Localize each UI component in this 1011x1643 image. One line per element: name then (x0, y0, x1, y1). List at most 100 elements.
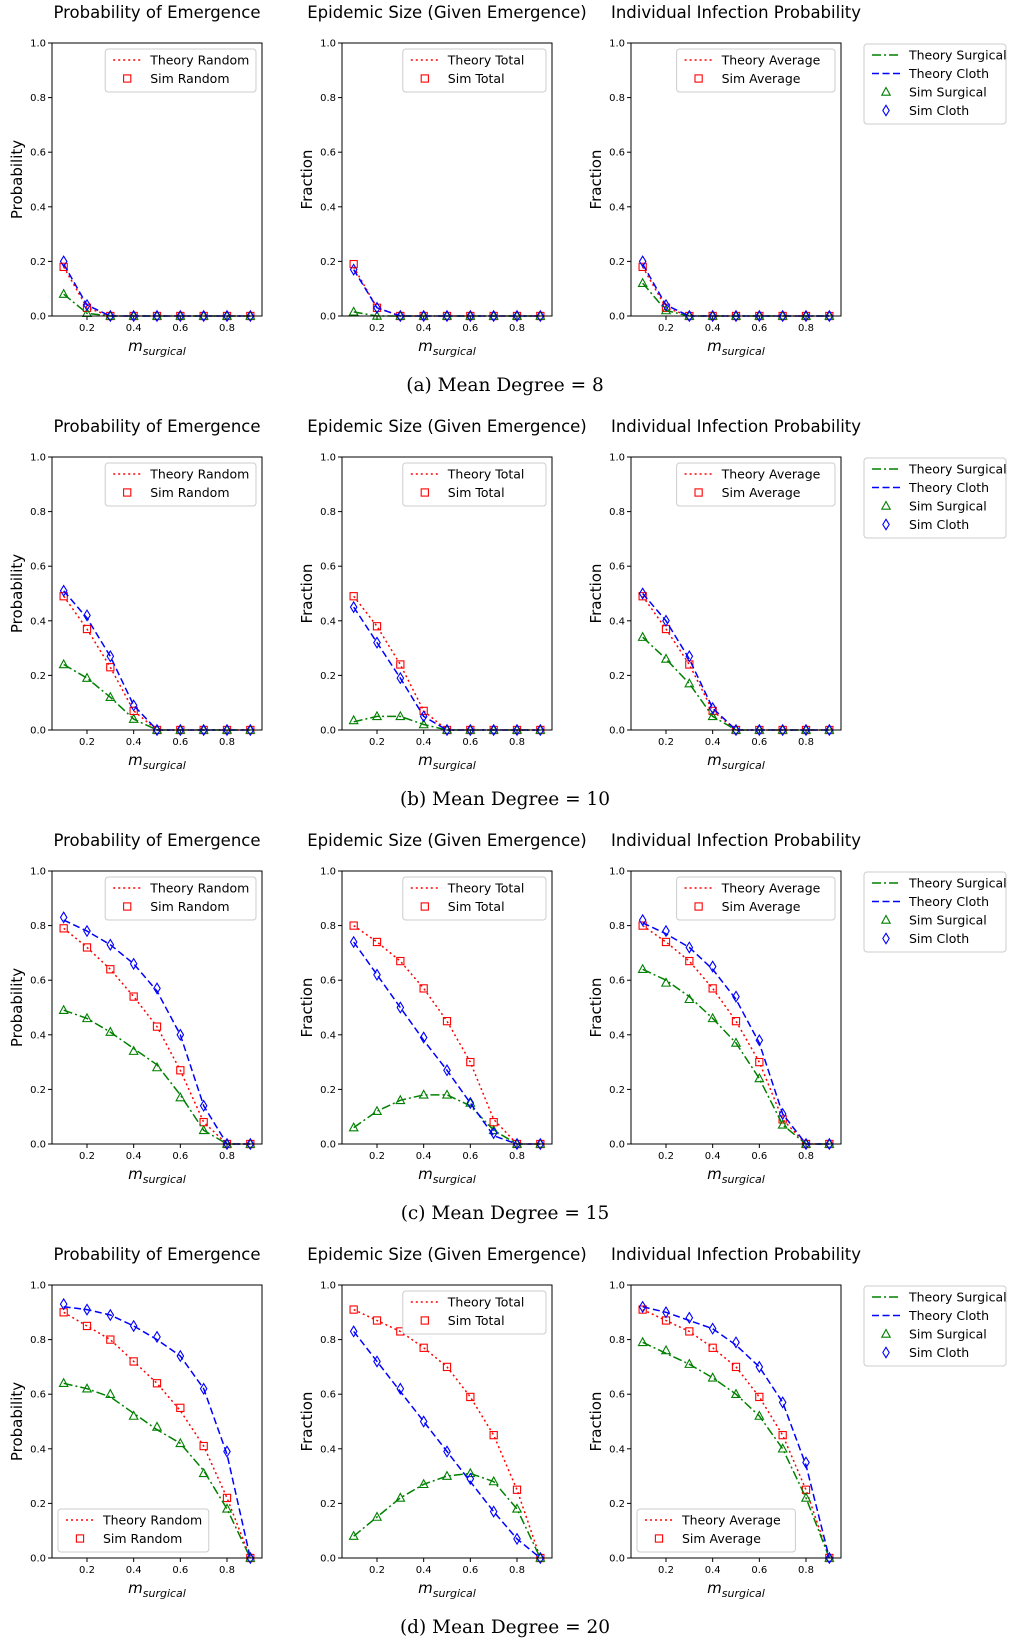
y-axis-label: Probability (8, 968, 26, 1047)
x-axis-label: msurgical (707, 337, 765, 358)
panel-title: Epidemic Size (Given Emergence) (307, 1245, 587, 1264)
panel-legend: Theory AverageSim Average (677, 49, 835, 92)
sim-surgical-point (778, 1120, 786, 1128)
y-tick-label: 0.4 (609, 202, 625, 213)
sim-total-point (490, 1432, 497, 1439)
x-tick-label: 0.4 (126, 1565, 142, 1576)
y-tick-label: 0.6 (320, 148, 336, 159)
theory-surgical-line (643, 637, 830, 730)
y-tick-label: 0.8 (609, 507, 625, 518)
panel-title: Individual Infection Probability (611, 1245, 861, 1264)
y-tick-label: 0.6 (320, 976, 336, 987)
y-tick-label: 0.4 (609, 1444, 625, 1455)
panel-legend-label-0: Theory Random (102, 1513, 202, 1528)
panel-legend: Theory AverageSim Average (637, 1509, 795, 1552)
panel-0-1: Epidemic Size (Given Emergence)0.00.20.4… (298, 3, 587, 358)
panel-legend: Theory RandomSim Random (105, 877, 256, 920)
sim-random-point (107, 1336, 114, 1343)
panel-legend: Theory Total Sim Total (403, 463, 546, 506)
sim-surgical-point (349, 716, 357, 724)
panel-legend-label-0: Theory Average (681, 1513, 781, 1528)
sim-surgical-point (176, 1093, 184, 1101)
y-tick-label: 1.0 (30, 867, 46, 878)
y-tick-label: 0.0 (320, 1140, 336, 1151)
panel-legend: Theory Total Sim Total (403, 1291, 546, 1334)
panel-1-2: Individual Infection Probability0.00.20.… (587, 417, 861, 772)
x-tick-label: 0.8 (219, 1151, 235, 1162)
y-tick-label: 0.6 (609, 1390, 625, 1401)
x-tick-label: 0.4 (416, 737, 432, 748)
theory-surgical-line (354, 716, 541, 730)
y-tick-label: 1.0 (320, 39, 336, 50)
shared-legend-label-1: Theory Cloth (908, 894, 989, 909)
panel-3-2: Individual Infection Probability0.00.20.… (587, 1245, 861, 1600)
x-tick-label: 0.8 (798, 1565, 814, 1576)
x-tick-label: 0.2 (658, 1565, 674, 1576)
sim-cloth-point (733, 1337, 739, 1347)
shared-legend-label-1: Theory Cloth (908, 66, 989, 81)
y-tick-label: 0.2 (320, 257, 336, 268)
x-tick-label: 0.2 (369, 323, 385, 334)
panel-title: Individual Infection Probability (611, 417, 861, 436)
y-tick-label: 0.6 (609, 562, 625, 573)
panel-title: Epidemic Size (Given Emergence) (307, 831, 587, 850)
x-tick-label: 0.8 (509, 323, 525, 334)
x-tick-label: 0.4 (705, 1565, 721, 1576)
theory-cloth-line (643, 923, 830, 1144)
panel-2-2: Individual Infection Probability0.00.20.… (587, 831, 861, 1186)
x-tick-label: 0.6 (462, 1151, 478, 1162)
subfigure-caption: (c) Mean Degree = 15 (401, 1203, 610, 1224)
y-tick-label: 1.0 (609, 453, 625, 464)
sim-surgical-point (129, 1047, 137, 1055)
shared-legend-label-2: Sim Surgical (909, 85, 987, 100)
y-tick-label: 0.8 (609, 93, 625, 104)
x-tick-label: 0.6 (751, 323, 767, 334)
sim-total-point (373, 938, 380, 945)
sim-cloth-point (686, 1313, 692, 1323)
shared-legend: Theory SurgicalTheory ClothSim SurgicalS… (864, 44, 1007, 124)
y-tick-label: 0.8 (30, 1335, 46, 1346)
x-tick-label: 0.8 (509, 737, 525, 748)
subfigure-caption: (b) Mean Degree = 10 (400, 789, 610, 810)
panel-legend: Theory AverageSim Average (677, 877, 835, 920)
panel-legend-label-1: Sim Average (722, 485, 801, 500)
panel-title: Individual Infection Probability (611, 3, 861, 22)
y-tick-label: 1.0 (609, 867, 625, 878)
shared-legend: Theory SurgicalTheory ClothSim SurgicalS… (864, 872, 1007, 952)
panel-legend-label-1: Sim Total (448, 1313, 505, 1328)
y-tick-label: 0.2 (609, 671, 625, 682)
x-tick-label: 0.2 (369, 1565, 385, 1576)
x-tick-label: 0.8 (798, 323, 814, 334)
y-axis-label: Probability (8, 554, 26, 633)
panel-2-1: Epidemic Size (Given Emergence)0.00.20.4… (298, 831, 587, 1186)
x-tick-label: 0.4 (705, 1151, 721, 1162)
sim-total-point (397, 661, 404, 668)
y-tick-label: 0.2 (609, 257, 625, 268)
y-tick-label: 0.4 (30, 1030, 46, 1041)
panel-legend-label-1: Sim Total (448, 71, 505, 86)
x-tick-label: 0.6 (751, 1151, 767, 1162)
y-tick-label: 0.4 (30, 202, 46, 213)
y-axis-label: Fraction (298, 978, 316, 1038)
panel-legend: Theory RandomSim Random (58, 1509, 209, 1552)
x-tick-label: 0.2 (369, 1151, 385, 1162)
theory-total-line (354, 926, 541, 1144)
theory-surgical-line (354, 1473, 541, 1558)
shared-legend-label-2: Sim Surgical (909, 1327, 987, 1342)
y-tick-label: 0.6 (320, 1390, 336, 1401)
subfigure-caption: (a) Mean Degree = 8 (406, 375, 603, 396)
theory-total-line (354, 267, 541, 316)
x-tick-label: 0.2 (658, 1151, 674, 1162)
panel-title: Probability of Emergence (53, 1245, 260, 1264)
panel-legend-label-0: Theory Average (721, 53, 821, 68)
panel-legend-label-0: Theory Random (149, 467, 249, 482)
sim-total-point (350, 922, 357, 929)
theory-random-line (64, 596, 251, 730)
sim-surgical-point (349, 307, 357, 315)
sim-surgical-point (685, 679, 693, 687)
x-tick-label: 0.2 (79, 737, 95, 748)
y-tick-label: 0.8 (320, 921, 336, 932)
x-tick-label: 0.8 (219, 323, 235, 334)
y-tick-label: 0.8 (609, 1335, 625, 1346)
